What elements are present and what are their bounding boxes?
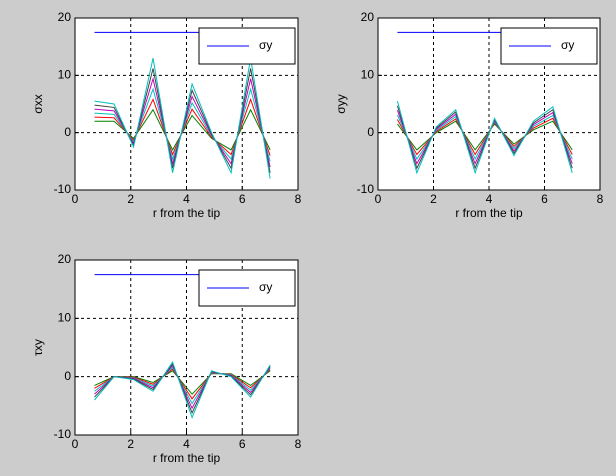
x-tick-label: 2 [127, 192, 134, 206]
x-tick-label: 0 [375, 192, 382, 206]
y-axis-label: σxx [31, 94, 45, 113]
series-line [94, 360, 271, 419]
x-axis-label: r from the tip [153, 451, 221, 465]
x-tick-label: 0 [72, 192, 79, 206]
y-tick-label: -10 [54, 182, 72, 196]
y-axis-label: σyy [334, 94, 348, 113]
y-tick-label: 20 [361, 10, 375, 24]
legend-label: σy [259, 280, 272, 294]
series-line [396, 105, 573, 170]
series-line [397, 120, 573, 151]
series-line [94, 58, 271, 179]
axes-box [377, 17, 601, 191]
y-tick-label: 0 [367, 125, 374, 139]
x-tick-label: 8 [295, 437, 302, 451]
x-tick-label: 6 [541, 192, 548, 206]
y-tick-label: 0 [64, 125, 71, 139]
x-axis-label: r from the tip [153, 206, 221, 220]
series-line [396, 114, 573, 161]
legend-label: σy [561, 38, 574, 52]
y-tick-label: 20 [58, 10, 72, 24]
y-tick-label: 20 [58, 252, 72, 266]
series-line [396, 117, 573, 156]
x-tick-label: 4 [183, 192, 190, 206]
x-axis-label: r from the tip [455, 206, 523, 220]
y-axis-label: τxy [31, 339, 45, 356]
x-tick-label: 2 [430, 192, 437, 206]
x-tick-label: 2 [127, 437, 134, 451]
y-tick-label: 10 [361, 68, 375, 82]
axes-box [74, 17, 299, 191]
y-tick-label: 10 [58, 311, 72, 325]
y-tick-label: 10 [58, 68, 72, 82]
x-tick-label: 8 [597, 192, 604, 206]
x-tick-label: 8 [295, 192, 302, 206]
axes-box [74, 259, 299, 436]
legend-label: σy [259, 38, 272, 52]
y-tick-label: 0 [64, 369, 71, 383]
y-tick-label: -10 [357, 182, 375, 196]
y-tick-label: -10 [54, 427, 72, 441]
x-tick-label: 0 [72, 437, 79, 451]
series-line [396, 110, 573, 165]
x-tick-label: 6 [239, 437, 246, 451]
x-tick-label: 4 [486, 192, 493, 206]
series-line [396, 101, 573, 175]
x-tick-label: 4 [183, 437, 190, 451]
x-tick-label: 6 [239, 192, 246, 206]
